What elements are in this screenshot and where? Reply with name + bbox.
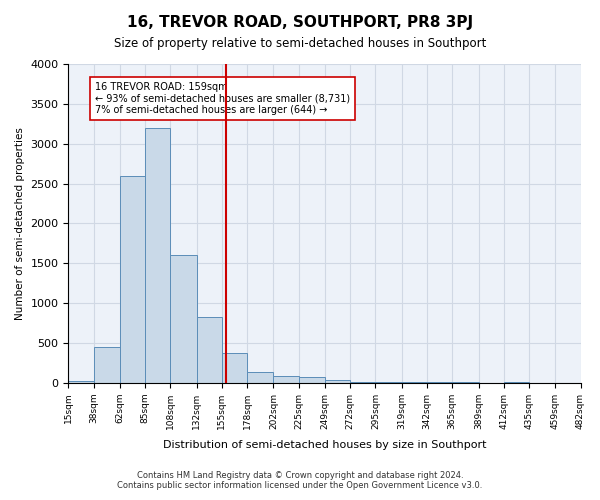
Bar: [274, 376, 299, 383]
Text: Contains HM Land Registry data © Crown copyright and database right 2024.
Contai: Contains HM Land Registry data © Crown c…: [118, 470, 482, 490]
Bar: [145, 128, 170, 383]
Text: Size of property relative to semi-detached houses in Southport: Size of property relative to semi-detach…: [114, 38, 486, 51]
Bar: [120, 176, 145, 383]
Bar: [94, 347, 120, 383]
Bar: [299, 377, 325, 383]
Bar: [376, 382, 402, 383]
Bar: [68, 381, 94, 383]
Bar: [247, 372, 274, 383]
X-axis label: Distribution of semi-detached houses by size in Southport: Distribution of semi-detached houses by …: [163, 440, 486, 450]
Text: 16, TREVOR ROAD, SOUTHPORT, PR8 3PJ: 16, TREVOR ROAD, SOUTHPORT, PR8 3PJ: [127, 15, 473, 30]
Bar: [170, 256, 197, 383]
Bar: [197, 318, 222, 383]
Text: 16 TREVOR ROAD: 159sqm
← 93% of semi-detached houses are smaller (8,731)
7% of s: 16 TREVOR ROAD: 159sqm ← 93% of semi-det…: [95, 82, 350, 114]
Bar: [350, 382, 376, 383]
Bar: [325, 380, 350, 383]
Y-axis label: Number of semi-detached properties: Number of semi-detached properties: [15, 127, 25, 320]
Bar: [222, 354, 247, 383]
